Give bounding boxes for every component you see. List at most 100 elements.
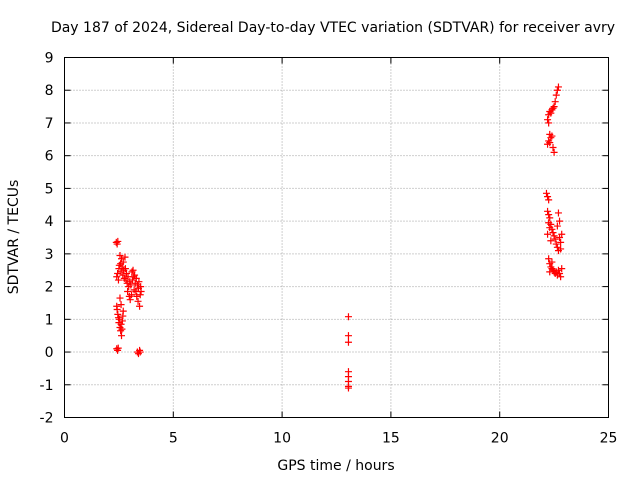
data-point xyxy=(545,211,553,219)
data-point xyxy=(118,332,126,340)
data-point xyxy=(119,271,127,279)
data-point xyxy=(545,119,553,127)
y-tick-label: -2 xyxy=(40,411,54,427)
data-point xyxy=(553,86,561,94)
data-point xyxy=(544,230,552,238)
y-tick-label: 6 xyxy=(45,149,54,165)
data-point xyxy=(542,189,550,197)
y-tick-label: 8 xyxy=(45,83,54,99)
axes: 0 5 10 15 20 25 -2 -1 0 1 2 3 4 5 6 7 8 9 xyxy=(40,51,618,447)
data-point xyxy=(545,255,553,263)
x-tick-label: 25 xyxy=(600,431,618,447)
data-point xyxy=(546,214,554,222)
data-point xyxy=(549,104,557,112)
data-point xyxy=(126,296,134,304)
data-point xyxy=(118,263,126,271)
data-point xyxy=(123,270,131,277)
data-point xyxy=(114,310,122,318)
data-point xyxy=(136,348,144,356)
data-point xyxy=(129,266,137,274)
data-point xyxy=(114,237,122,245)
data-point xyxy=(112,238,120,246)
data-point xyxy=(116,252,124,259)
data-point xyxy=(545,137,553,145)
data-point xyxy=(117,320,125,328)
data-point xyxy=(550,232,558,240)
data-point xyxy=(134,350,142,358)
data-point xyxy=(547,237,555,245)
chart-title: Day 187 of 2024, Sidereal Day-to-day VTE… xyxy=(51,20,615,36)
data-point xyxy=(548,258,556,266)
data-point xyxy=(546,268,554,276)
data-point xyxy=(550,148,558,156)
data-point xyxy=(134,297,142,305)
data-point xyxy=(557,238,565,246)
data-point xyxy=(114,344,122,352)
y-tick-label: 7 xyxy=(45,116,54,132)
data-point xyxy=(127,281,135,289)
data-point xyxy=(546,224,554,232)
data-point xyxy=(558,265,566,273)
data-point xyxy=(545,111,553,119)
data-point xyxy=(545,196,553,204)
data-point xyxy=(557,273,565,281)
data-point xyxy=(553,222,561,230)
data-point xyxy=(551,235,559,243)
data-point xyxy=(135,278,143,286)
data-point xyxy=(117,327,125,335)
data-point xyxy=(545,219,553,227)
data-point xyxy=(551,98,559,106)
y-axis-label: SDTVAR / TECUs xyxy=(6,180,22,295)
data-points xyxy=(112,83,566,392)
y-tick-label: 1 xyxy=(45,312,54,328)
data-point xyxy=(133,281,141,289)
data-point xyxy=(115,315,123,323)
y-tick-label: 0 xyxy=(45,345,54,361)
data-point xyxy=(119,258,127,266)
data-point xyxy=(113,345,121,353)
y-tick-label: 9 xyxy=(45,51,54,67)
data-point xyxy=(556,217,564,225)
y-tick-label: 3 xyxy=(45,247,54,263)
data-point xyxy=(116,294,124,302)
data-point xyxy=(546,108,554,115)
data-point xyxy=(556,270,564,277)
data-point xyxy=(554,266,562,274)
data-point xyxy=(344,384,352,392)
data-point xyxy=(124,288,132,295)
data-point xyxy=(344,332,352,340)
y-tick-label: 5 xyxy=(45,181,54,197)
data-point xyxy=(552,240,560,248)
grid-lines xyxy=(64,57,609,418)
data-point xyxy=(117,301,125,309)
data-point xyxy=(121,265,129,273)
data-point xyxy=(118,325,126,333)
y-tick-label: 2 xyxy=(45,280,54,296)
data-point xyxy=(544,193,552,201)
y-tick-label: 4 xyxy=(45,214,54,230)
data-point xyxy=(549,144,557,151)
data-point xyxy=(557,245,565,253)
data-point xyxy=(133,292,141,300)
data-point xyxy=(137,288,145,295)
data-point xyxy=(113,273,121,281)
data-point xyxy=(121,253,129,261)
x-tick-label: 15 xyxy=(382,431,400,447)
data-point xyxy=(119,307,127,315)
data-point xyxy=(548,132,556,140)
data-point xyxy=(136,346,144,354)
data-point xyxy=(120,274,128,282)
data-point xyxy=(136,291,144,299)
data-point xyxy=(113,306,121,313)
data-point xyxy=(128,291,136,299)
data-point xyxy=(544,116,552,124)
data-point xyxy=(114,270,122,277)
data-point xyxy=(344,313,352,321)
data-point xyxy=(554,209,562,217)
x-tick-label: 0 xyxy=(60,431,69,447)
data-point xyxy=(344,338,352,346)
data-point xyxy=(544,207,552,215)
data-point xyxy=(114,276,122,284)
data-point xyxy=(118,255,126,263)
